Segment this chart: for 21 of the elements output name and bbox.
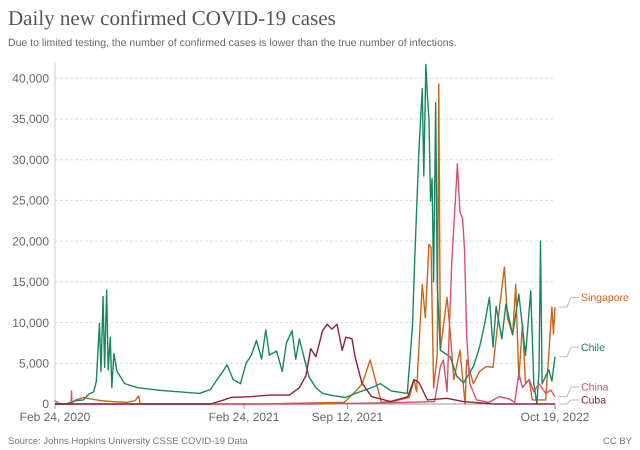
y-tick-label: 10,000: [12, 316, 50, 330]
x-tick-label: Feb 24, 2020: [20, 410, 91, 424]
y-tick-label: 0: [42, 397, 50, 412]
y-tick-label: 30,000: [12, 152, 50, 167]
y-tick-label: 15,000: [12, 275, 50, 290]
text: Chile: [581, 342, 606, 354]
y-tick-label: 20,000: [12, 234, 50, 248]
source-note: Source: Johns Hopkins University CSSE COVID-19 Data: [8, 436, 248, 447]
y-tick-label: 35,000: [12, 112, 50, 126]
chart-subtitle: Due to limited testing, the number of confirmed cases is lower than the true number of infections.: [8, 37, 457, 49]
y-tick-label: 25,000: [12, 194, 50, 208]
x-tick-label: Sep 12, 2021: [312, 410, 384, 424]
chart-title: Daily new confirmed COVID-19 cases: [8, 6, 336, 30]
text: Cuba: [581, 394, 606, 407]
text: CC BY: [602, 436, 633, 447]
text: China: [581, 382, 609, 394]
text: Singapore: [581, 292, 630, 304]
x-tick-label: Oct 19, 2022: [520, 410, 590, 424]
x-tick-label: Feb 24, 2021: [208, 410, 280, 424]
y-tick-label: 5,000: [18, 356, 50, 370]
y-tick-label: 40,000: [12, 71, 50, 86]
